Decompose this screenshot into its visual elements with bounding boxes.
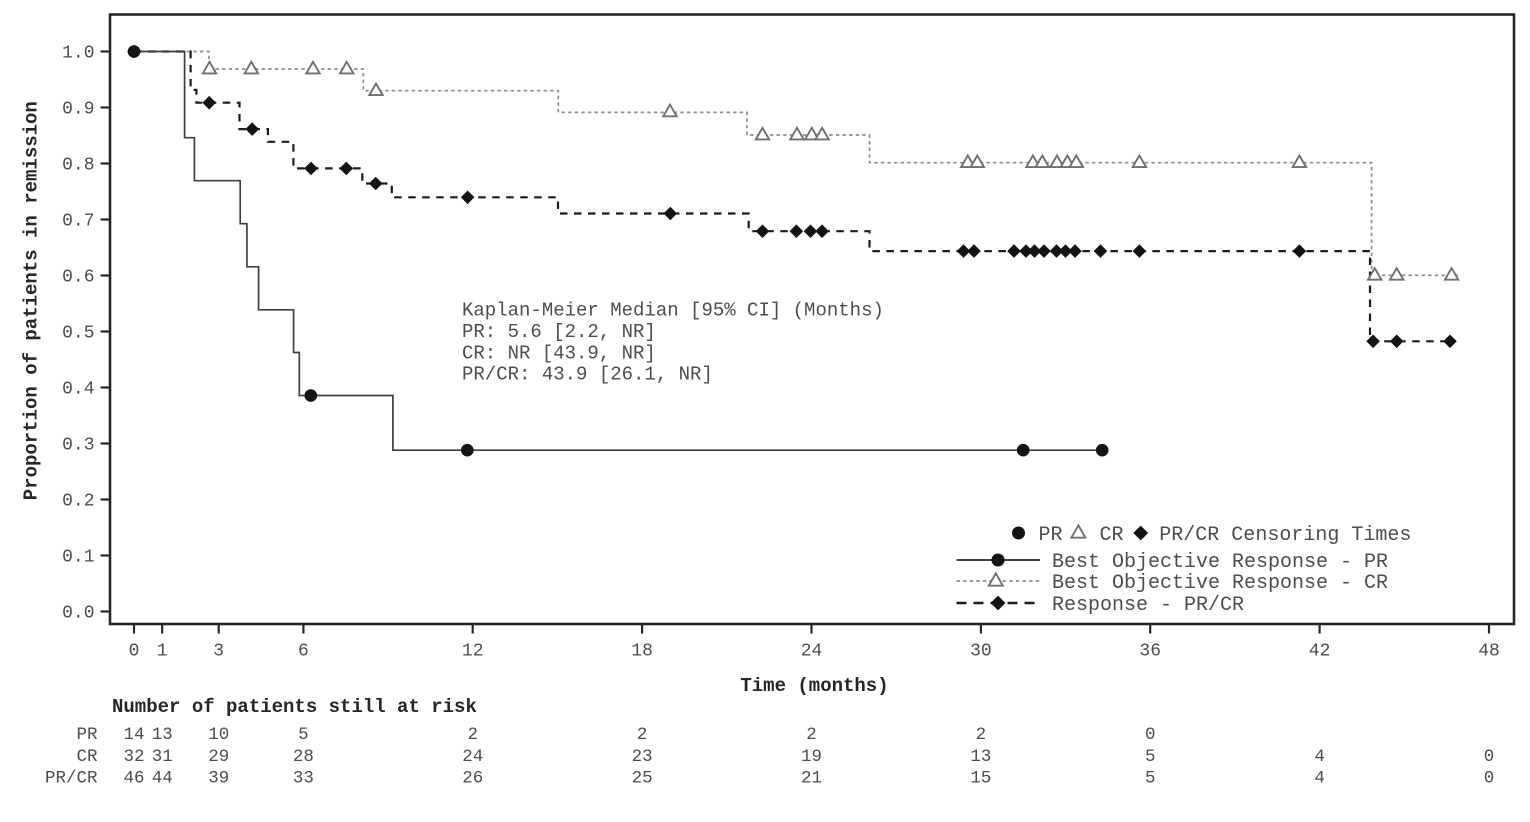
svg-text:PR: PR <box>1039 524 1063 547</box>
svg-text:0: 0 <box>1484 747 1495 767</box>
svg-text:12: 12 <box>462 642 484 662</box>
svg-text:15: 15 <box>970 769 991 789</box>
svg-text:10: 10 <box>208 725 229 745</box>
svg-text:31: 31 <box>152 747 173 767</box>
svg-text:44: 44 <box>152 769 173 789</box>
svg-text:0.5: 0.5 <box>62 324 94 344</box>
svg-text:PR/CR Censoring Times: PR/CR Censoring Times <box>1159 524 1411 547</box>
svg-text:13: 13 <box>970 747 991 767</box>
svg-text:2: 2 <box>976 725 987 745</box>
svg-text:CR: CR <box>1100 524 1124 547</box>
svg-text:32: 32 <box>123 747 144 767</box>
svg-text:0: 0 <box>1145 725 1156 745</box>
svg-text:CR: NR [43.9, NR]: CR: NR [43.9, NR] <box>462 342 656 364</box>
svg-text:18: 18 <box>631 642 653 662</box>
svg-text:6: 6 <box>298 642 309 662</box>
svg-text:Response - PR/CR: Response - PR/CR <box>1052 594 1244 617</box>
svg-text:0: 0 <box>1484 769 1495 789</box>
svg-text:0.3: 0.3 <box>62 436 94 456</box>
svg-text:24: 24 <box>462 747 483 767</box>
svg-text:28: 28 <box>293 747 314 767</box>
svg-text:PR: PR <box>76 725 98 745</box>
svg-text:0.9: 0.9 <box>62 100 94 120</box>
svg-text:0.0: 0.0 <box>62 604 94 624</box>
svg-text:Best Objective Response - PR: Best Objective Response - PR <box>1052 551 1388 574</box>
svg-text:PR: 5.6 [2.2, NR]: PR: 5.6 [2.2, NR] <box>462 321 656 343</box>
svg-text:0.1: 0.1 <box>62 548 94 568</box>
svg-text:42: 42 <box>1309 642 1331 662</box>
svg-text:0.6: 0.6 <box>62 268 94 288</box>
svg-text:2: 2 <box>806 725 817 745</box>
svg-text:46: 46 <box>123 769 144 789</box>
svg-text:26: 26 <box>462 769 483 789</box>
svg-text:Best Objective Response - CR: Best Objective Response - CR <box>1052 572 1388 595</box>
svg-text:4: 4 <box>1314 747 1325 767</box>
svg-text:5: 5 <box>298 725 309 745</box>
svg-text:0.7: 0.7 <box>62 212 94 232</box>
svg-text:5: 5 <box>1145 747 1156 767</box>
svg-text:Proportion of patients in remi: Proportion of patients in remission <box>21 101 43 500</box>
svg-text:3: 3 <box>213 642 224 662</box>
svg-text:Time (months): Time (months) <box>740 675 888 697</box>
svg-text:Number of patients still at ri: Number of patients still at risk <box>112 696 477 718</box>
svg-text:2: 2 <box>637 725 648 745</box>
svg-text:13: 13 <box>152 725 173 745</box>
svg-text:39: 39 <box>208 769 229 789</box>
svg-text:29: 29 <box>208 747 229 767</box>
svg-text:1.0: 1.0 <box>62 44 94 64</box>
svg-text:19: 19 <box>801 747 822 767</box>
svg-text:21: 21 <box>801 769 822 789</box>
svg-text:24: 24 <box>801 642 823 662</box>
svg-text:30: 30 <box>970 642 992 662</box>
svg-text:0: 0 <box>129 642 140 662</box>
svg-text:4: 4 <box>1314 769 1325 789</box>
svg-text:5: 5 <box>1145 769 1156 789</box>
svg-text:0.8: 0.8 <box>62 156 94 176</box>
svg-text:25: 25 <box>632 769 653 789</box>
svg-text:PR/CR: PR/CR <box>45 769 98 789</box>
svg-text:0.4: 0.4 <box>62 380 94 400</box>
svg-text:48: 48 <box>1478 642 1500 662</box>
svg-text:36: 36 <box>1139 642 1161 662</box>
svg-text:33: 33 <box>293 769 314 789</box>
svg-text:Kaplan-Meier Median [95% CI] (: Kaplan-Meier Median [95% CI] (Months) <box>462 300 884 322</box>
svg-text:14: 14 <box>123 725 144 745</box>
svg-text:PR/CR: 43.9 [26.1, NR]: PR/CR: 43.9 [26.1, NR] <box>462 364 713 386</box>
svg-text:23: 23 <box>632 747 653 767</box>
svg-text:1: 1 <box>157 642 168 662</box>
svg-text:2: 2 <box>467 725 478 745</box>
svg-text:0.2: 0.2 <box>62 492 94 512</box>
svg-text:CR: CR <box>76 747 98 767</box>
